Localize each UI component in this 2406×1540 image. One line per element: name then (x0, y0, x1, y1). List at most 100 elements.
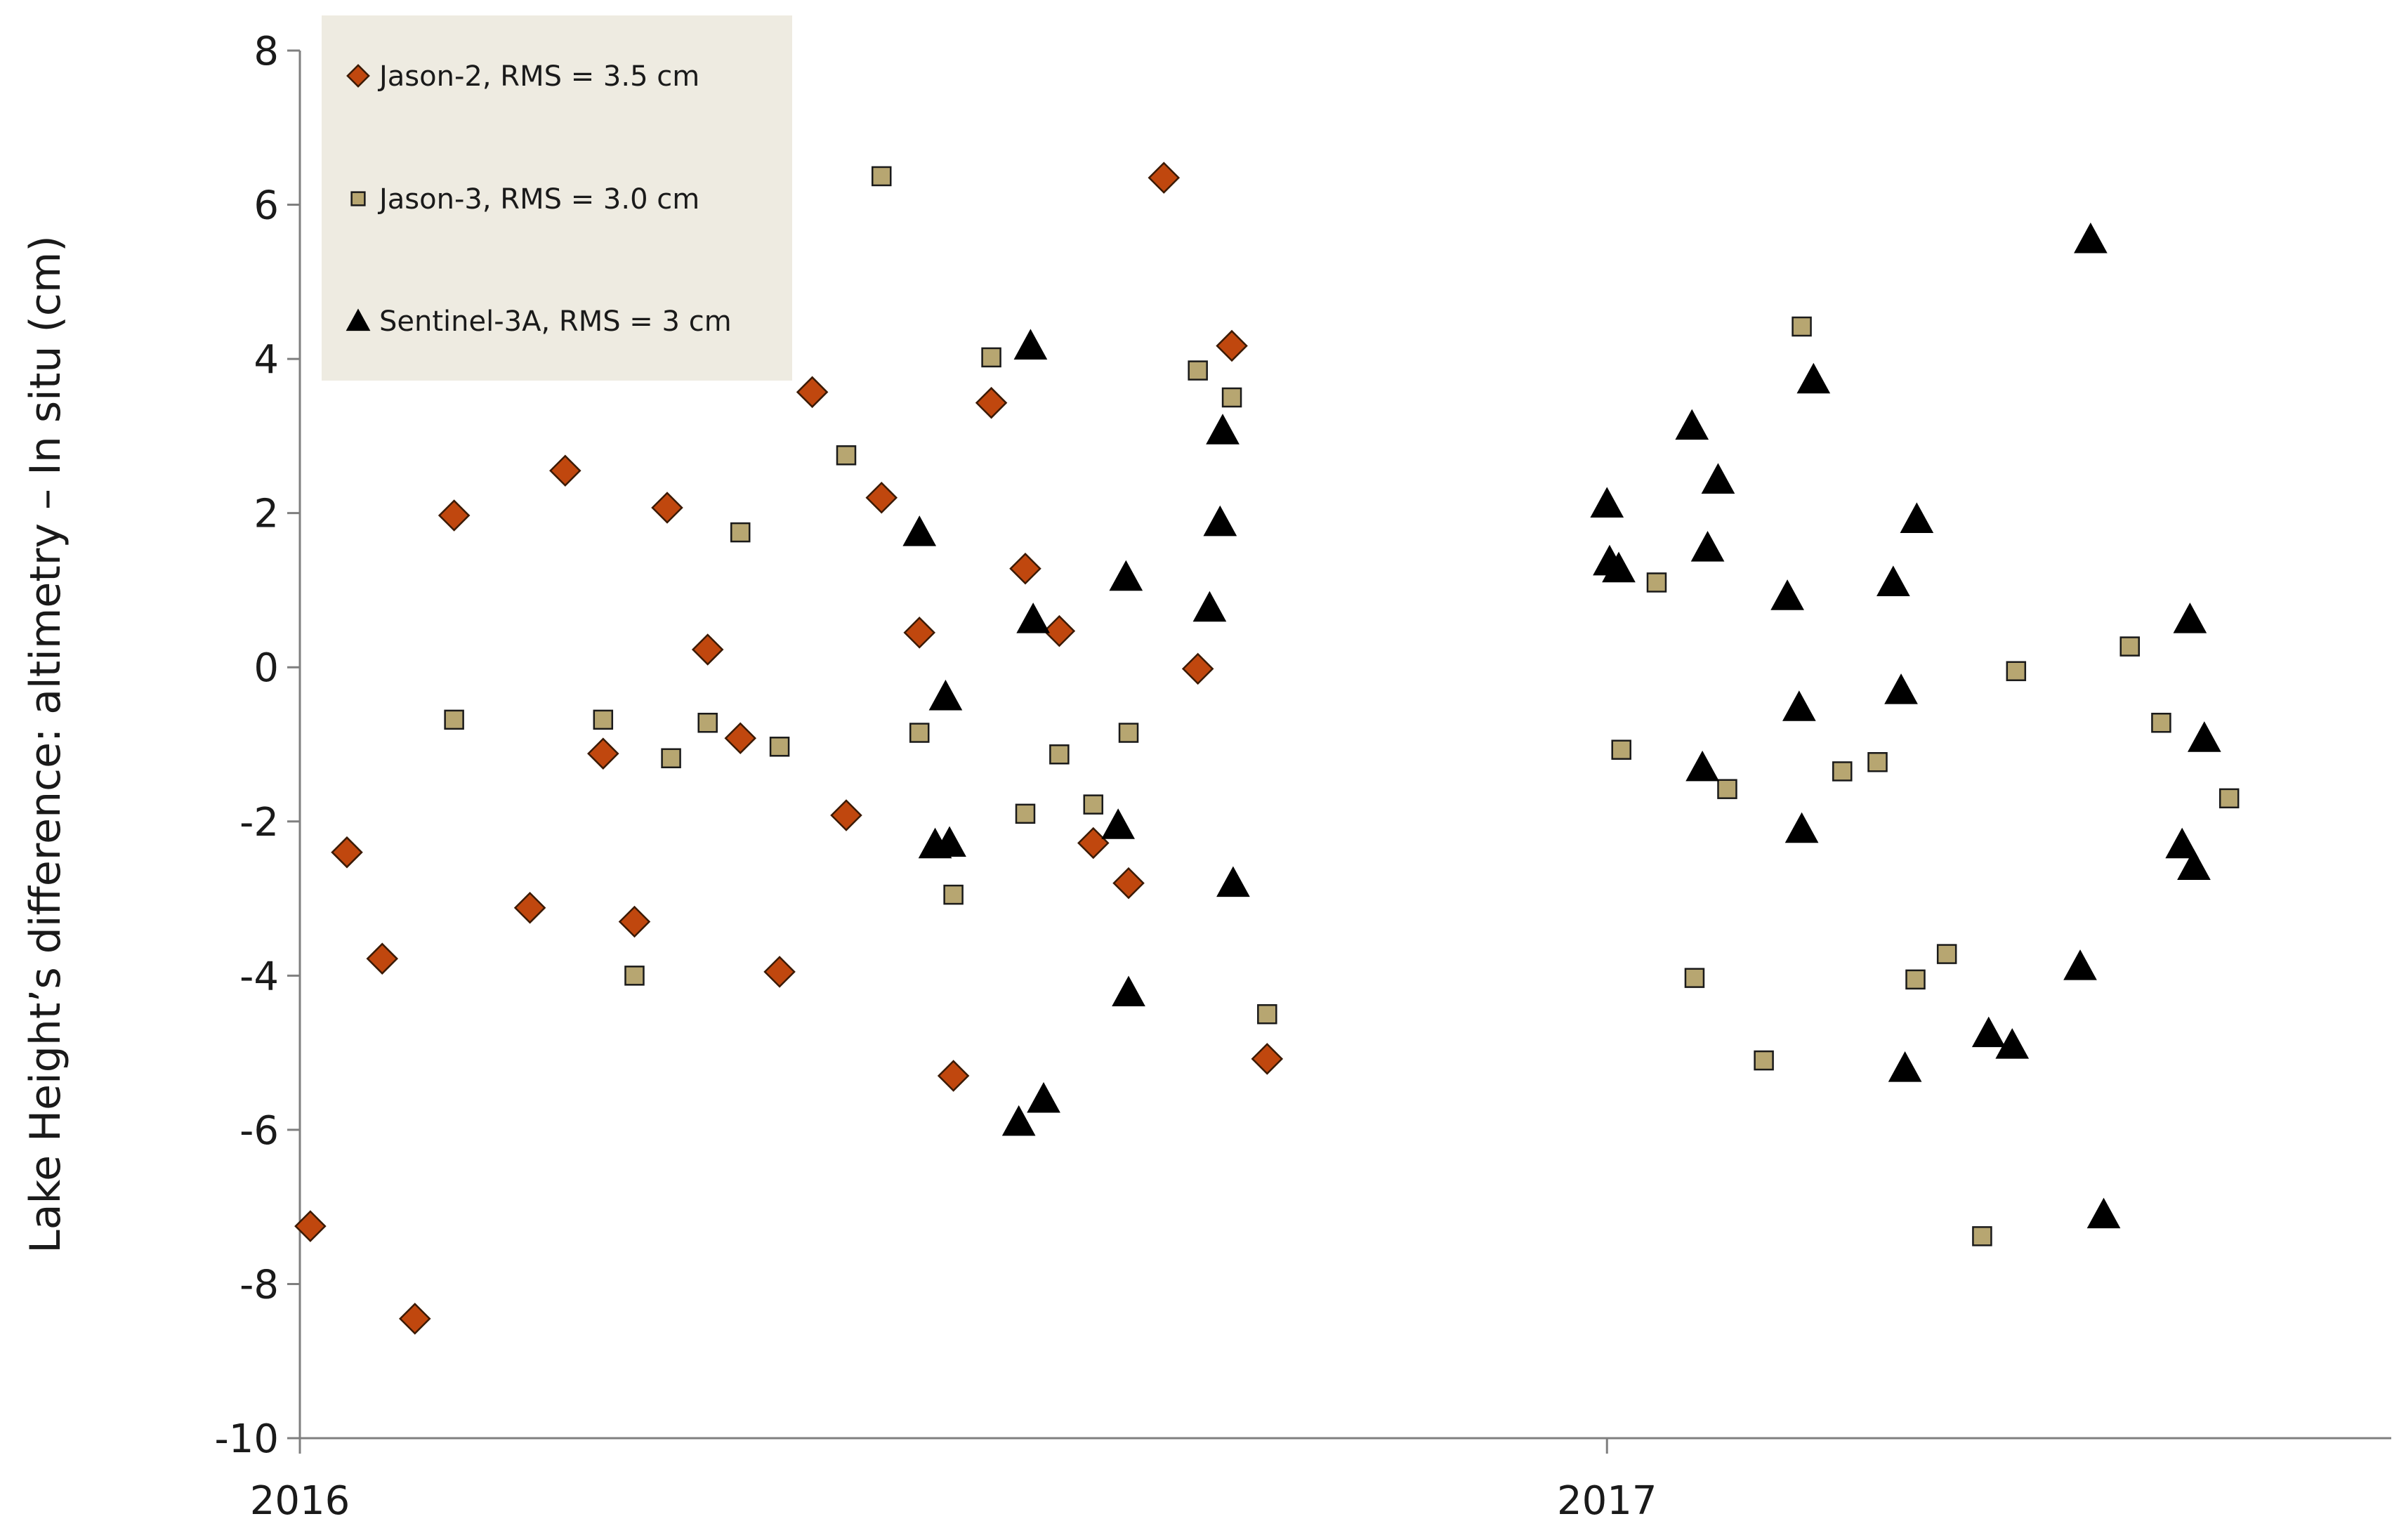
jason-3-point (1221, 387, 1242, 408)
jason-2-point (399, 1303, 431, 1335)
jason-3-point (730, 522, 751, 543)
jason-3-point (624, 966, 645, 986)
sentinel-3a-point (1112, 975, 1145, 1006)
y-tick-label: -2 (239, 800, 279, 845)
sentinel-3a-point (1109, 560, 1143, 591)
sentinel-3a-point (1884, 673, 1918, 704)
sentinel-3a-point (1216, 866, 1250, 897)
sentinel-3a-point (1001, 1105, 1036, 1136)
jason-2-point (294, 1210, 327, 1242)
y-tick-label: 2 (254, 492, 279, 537)
sentinel-3a-point (928, 679, 963, 711)
sentinel-3a-point (1888, 1051, 1922, 1082)
sentinel-3a-point (2177, 849, 2211, 880)
jason-3-point (697, 713, 718, 733)
jason-3-point (1867, 751, 1888, 772)
jason-3-point (1684, 968, 1705, 988)
legend-marker-diamond (346, 64, 370, 88)
sentinel-3a-point (1995, 1028, 2030, 1059)
sentinel-3a-point (2173, 603, 2207, 633)
jason-3-point (444, 709, 464, 730)
jason-3-point (981, 347, 1001, 368)
sentinel-3a-point (1192, 591, 1227, 622)
jason-3-point (769, 737, 790, 757)
jason-3-point (1792, 316, 1812, 337)
sentinel-3a-point (1675, 409, 1709, 440)
jason-3-point (2218, 788, 2240, 809)
jason-2-point (1009, 552, 1041, 585)
sentinel-3a-point (1796, 362, 1831, 394)
sentinel-3a-point (1971, 1016, 2006, 1048)
jason-3-point (593, 709, 614, 730)
jason-2-point (651, 492, 683, 524)
jason-2-point (763, 956, 796, 988)
legend-marker-triangle (346, 308, 371, 331)
sentinel-3a-point (2165, 827, 2200, 859)
jason-3-point (1118, 723, 1139, 743)
jason-3-point (909, 723, 930, 743)
sentinel-3a-point (1784, 812, 1819, 843)
jason-3-point (1083, 794, 1104, 815)
sentinel-3a-point (2063, 949, 2097, 980)
jason-3-point (1905, 969, 1926, 990)
jason-3-point (1646, 572, 1667, 593)
jason-2-point (903, 617, 936, 649)
jason-2-point (549, 454, 581, 487)
jason-3-point (1049, 744, 1070, 765)
jason-3-point (1972, 1226, 1992, 1246)
x-tick-label: 2017 (1557, 1478, 1657, 1524)
sentinel-3a-point (902, 515, 937, 546)
sentinel-3a-point (1206, 414, 1240, 445)
axes: 8 6 4 2 0 -2 -4 -6 -8 -10 2016 2017 Lake Height’s di… (21, 29, 2391, 1524)
jason-2-point (724, 722, 757, 754)
y-tick-label: -10 (215, 1416, 279, 1462)
sentinel-3a-point (1590, 487, 1624, 518)
jason-3-point (2151, 713, 2171, 733)
jason-2-point (1251, 1043, 1284, 1075)
sentinel-3a-point (2074, 222, 2108, 254)
jason-2-point (1043, 614, 1076, 647)
sentinel-3a-point (2086, 1197, 2121, 1229)
legend-entry-label: Jason-2, RMS = 3.5 cm (377, 60, 699, 93)
y-tick-label: -6 (239, 1108, 279, 1154)
x-tick-label: 2016 (250, 1478, 350, 1524)
sentinel-3a-point (1770, 579, 1804, 610)
sentinel-3a-point (1900, 502, 1934, 533)
jason-2-point (438, 499, 471, 532)
jason-2-point (1181, 652, 1214, 685)
jason-2-point (1216, 329, 1248, 362)
jason-2-point (937, 1060, 970, 1092)
jason-3-point (1257, 1003, 1277, 1025)
y-tick-label: 8 (254, 29, 279, 74)
jason-3-point (661, 748, 681, 769)
y-axis-title: Lake Height’s difference: altimetry – In… (21, 235, 70, 1253)
sentinel-3a-point (1876, 565, 1910, 596)
legend-entry-label: Jason-3, RMS = 3.0 cm (377, 183, 699, 216)
jason-3-point (2119, 636, 2140, 657)
jason-3-point (1754, 1050, 1774, 1071)
jason-2-point (587, 737, 619, 770)
sentinel-3a-point (1027, 1081, 1060, 1113)
y-tick-label: -4 (239, 954, 279, 999)
jason-3-point (836, 445, 857, 466)
jason-2-point (1148, 162, 1181, 194)
data-points (294, 162, 2240, 1335)
jason-3-point (872, 166, 892, 187)
jason-3-point (1717, 779, 1737, 799)
jason-3-point (1188, 360, 1208, 381)
sentinel-3a-point (2187, 721, 2221, 752)
y-tick-label: -8 (239, 1262, 279, 1308)
y-tick-label: 4 (254, 337, 279, 383)
sentinel-3a-point (1701, 463, 1735, 494)
jason-3-point (943, 884, 964, 905)
jason-3-point (1832, 761, 1853, 782)
sentinel-3a-point (933, 826, 966, 857)
jason-2-point (975, 386, 1008, 419)
sentinel-3a-point (1782, 690, 1816, 721)
y-tick-label: 0 (254, 645, 279, 691)
sentinel-3a-point (1690, 531, 1725, 562)
jason-2-point (618, 905, 651, 938)
sentinel-3a-point (1016, 603, 1051, 633)
legend-box (322, 15, 792, 381)
sentinel-3a-point (1101, 808, 1135, 839)
